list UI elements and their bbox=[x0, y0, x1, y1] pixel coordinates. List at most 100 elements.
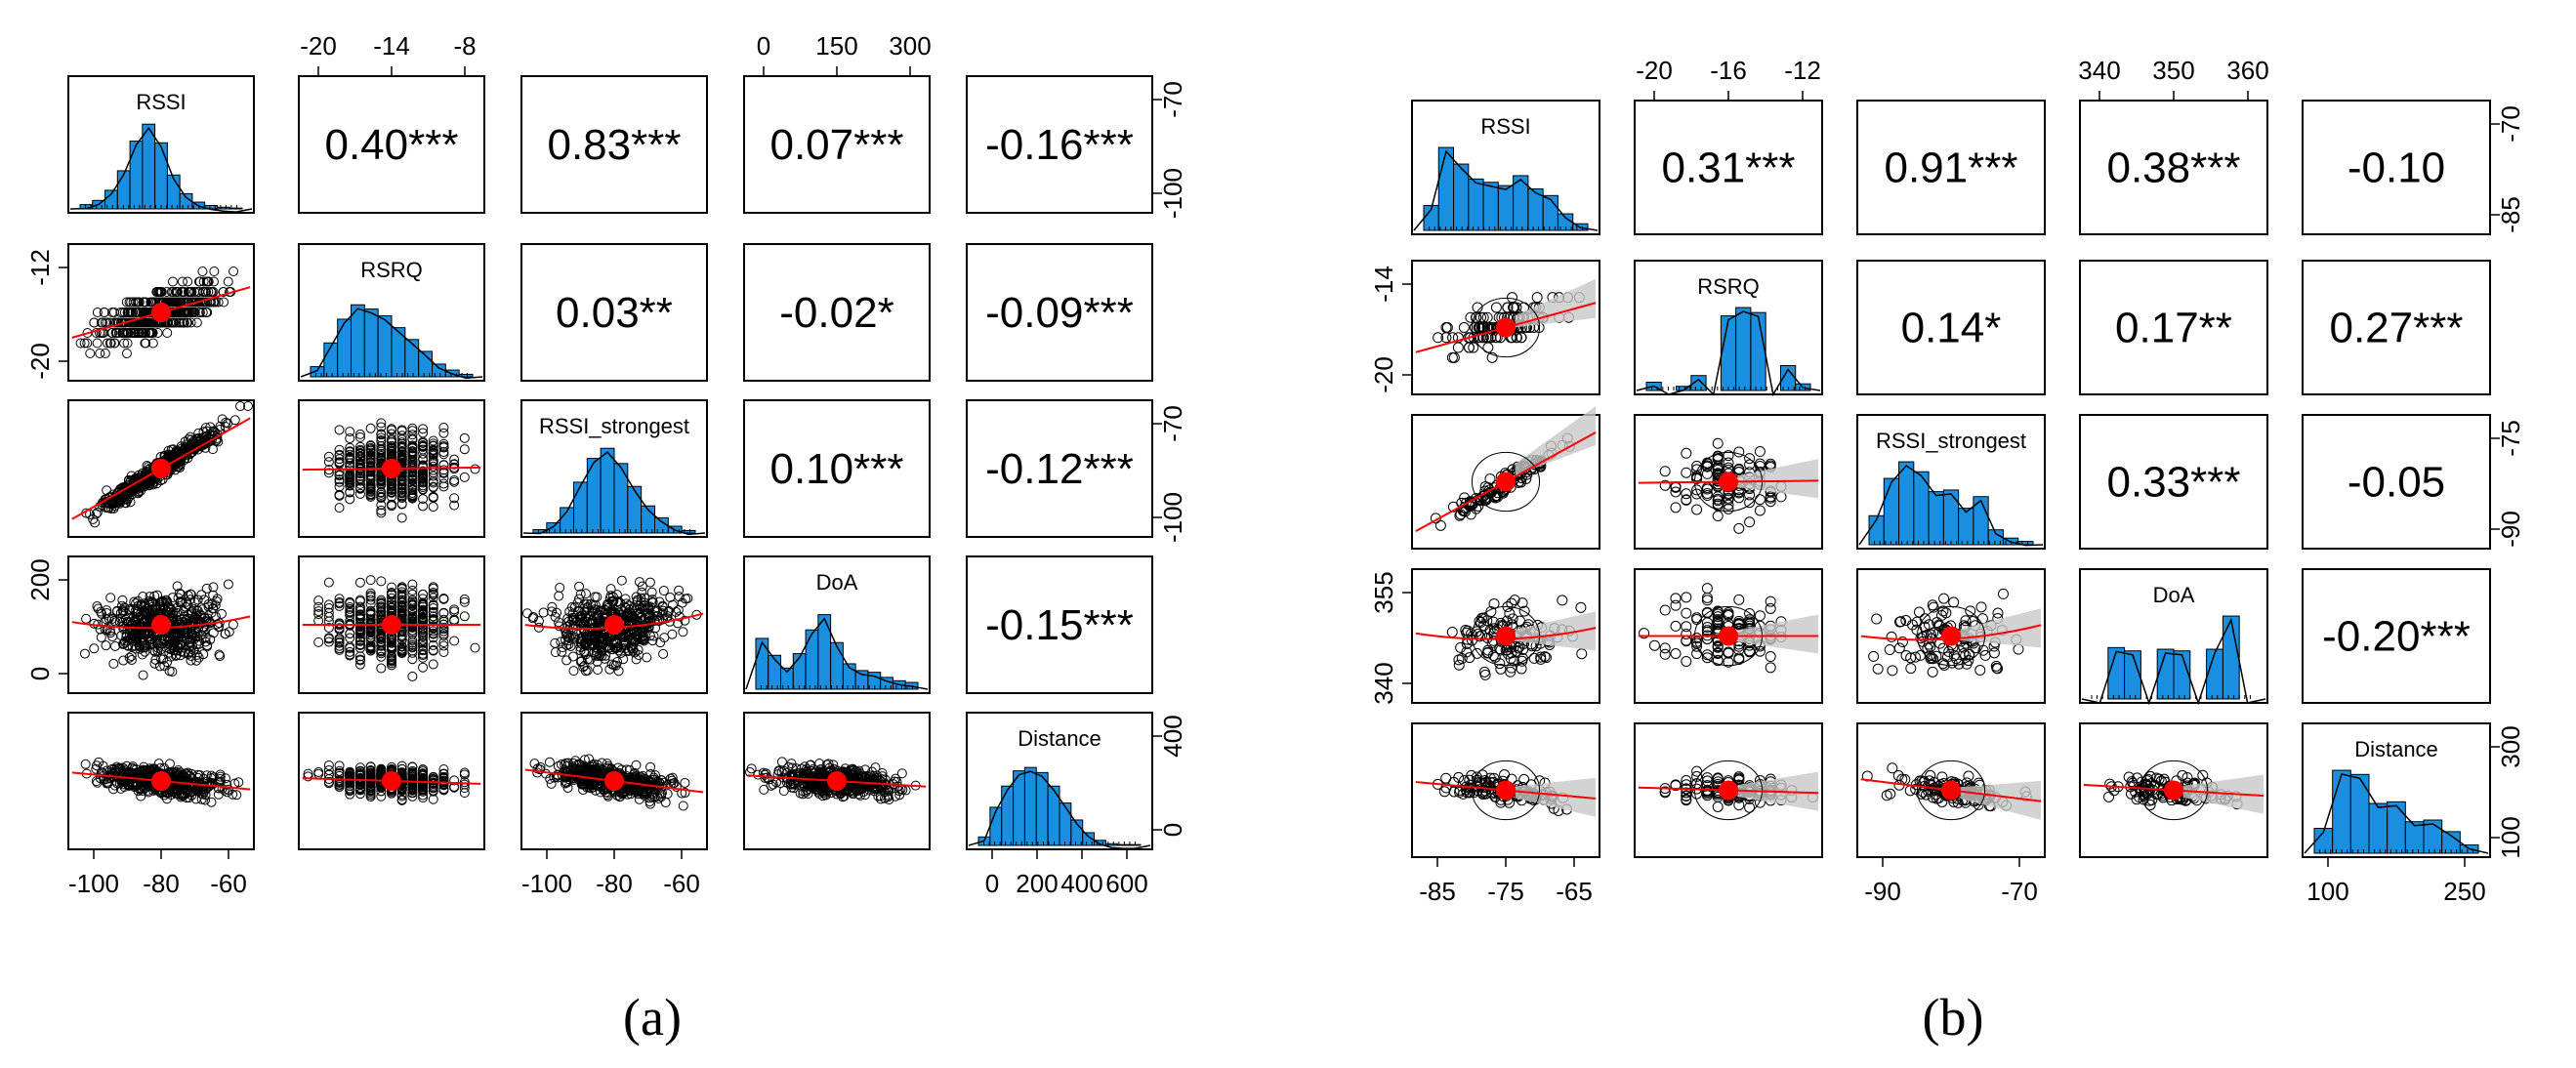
scatter-point bbox=[217, 783, 228, 794]
scatter-point bbox=[365, 591, 376, 601]
scatter-point bbox=[396, 441, 407, 452]
scatter-point bbox=[208, 590, 219, 600]
correlation-coefficient: -0.02* bbox=[779, 289, 893, 337]
scatter-point bbox=[407, 595, 418, 605]
scatter-point bbox=[161, 794, 172, 804]
scatter-point bbox=[220, 421, 230, 431]
scatter-point bbox=[334, 503, 345, 513]
scatter-point bbox=[365, 490, 376, 501]
scatter-point bbox=[428, 445, 438, 456]
scatter-point bbox=[407, 493, 418, 504]
scatter-point bbox=[554, 617, 564, 628]
histogram-bar bbox=[546, 522, 561, 534]
diagonal-panel-doa: DoA bbox=[743, 555, 931, 694]
scatter-point bbox=[576, 638, 587, 649]
scatter-point bbox=[354, 655, 365, 666]
scatter-point bbox=[91, 776, 102, 787]
scatter-point bbox=[229, 267, 239, 276]
scatter-point bbox=[111, 328, 122, 338]
density-curve bbox=[745, 617, 929, 690]
panel-frame bbox=[743, 75, 931, 214]
scatter-point bbox=[124, 603, 135, 614]
scatter-point bbox=[376, 473, 387, 484]
scatter-point bbox=[365, 454, 376, 465]
scatter-point bbox=[396, 595, 407, 605]
scatter-point bbox=[636, 593, 646, 603]
histogram-bar bbox=[404, 339, 420, 378]
scatter-point bbox=[639, 627, 649, 637]
scatter-point bbox=[144, 603, 154, 614]
scatter-point bbox=[387, 655, 396, 666]
scatter-point bbox=[365, 462, 376, 472]
scatter-point bbox=[418, 484, 429, 495]
scatter-point bbox=[176, 589, 187, 599]
scatter-point bbox=[122, 338, 133, 349]
scatter-cloud bbox=[71, 757, 251, 807]
scatter-point bbox=[396, 641, 407, 652]
histogram bbox=[300, 304, 483, 380]
scatter-point bbox=[139, 766, 149, 777]
scatter-point bbox=[618, 654, 629, 665]
scatter-point bbox=[140, 629, 150, 639]
scatter-point bbox=[345, 447, 355, 458]
scatter-point bbox=[178, 287, 188, 297]
scatter-point bbox=[216, 608, 227, 619]
scatter-point bbox=[644, 617, 655, 628]
scatter-point bbox=[418, 475, 429, 486]
scatter-point bbox=[593, 665, 603, 676]
scatter-point bbox=[334, 618, 345, 629]
scatter-point bbox=[213, 783, 224, 794]
scatter-point bbox=[123, 308, 134, 317]
scatter-point bbox=[354, 431, 365, 442]
scatter-point bbox=[396, 437, 407, 448]
scatter-point bbox=[142, 608, 152, 619]
scatter-point bbox=[115, 607, 126, 618]
scatter-point bbox=[633, 644, 644, 655]
scatter-point bbox=[459, 444, 470, 455]
scatter-point bbox=[198, 627, 209, 637]
scatter-point bbox=[171, 649, 182, 660]
scatter-point bbox=[396, 426, 407, 436]
scatter-point bbox=[418, 437, 429, 448]
scatter-point bbox=[572, 597, 583, 608]
scatter-point bbox=[120, 494, 131, 505]
scatter-point bbox=[354, 466, 365, 476]
scatter-point bbox=[407, 671, 418, 681]
scatter-point bbox=[418, 494, 429, 505]
scatter-point bbox=[376, 432, 387, 443]
scatter-point bbox=[133, 596, 144, 606]
scatter-point bbox=[142, 606, 152, 617]
scatter-point bbox=[365, 470, 376, 480]
scatter-point bbox=[108, 658, 119, 669]
scatter-point bbox=[92, 338, 103, 349]
scatter-point bbox=[638, 635, 648, 645]
scatter-point bbox=[215, 651, 226, 662]
scatter-point bbox=[396, 486, 407, 497]
scatter-point bbox=[407, 622, 418, 633]
histogram-bar bbox=[830, 641, 844, 690]
scatter-point bbox=[127, 633, 138, 643]
scatter-point bbox=[323, 634, 334, 644]
histogram bbox=[745, 614, 929, 690]
histogram-bar bbox=[613, 463, 629, 534]
scatter-point bbox=[137, 625, 147, 636]
variable-label: RSSI bbox=[136, 90, 186, 114]
scatter-point bbox=[459, 777, 470, 788]
correlation-coefficient: -0.09*** bbox=[985, 289, 1134, 337]
histogram-bar bbox=[377, 315, 393, 378]
scatter-point bbox=[113, 487, 124, 498]
scatter-point bbox=[652, 610, 663, 621]
scatter-point bbox=[196, 794, 207, 804]
scatter-point bbox=[210, 600, 221, 611]
scatter-point bbox=[612, 656, 623, 667]
scatter-point bbox=[407, 641, 418, 652]
diagonal-panel-rsrq: RSRQ bbox=[298, 243, 485, 382]
scatter-point bbox=[169, 625, 180, 636]
scatter-point bbox=[174, 588, 185, 598]
scatter-point bbox=[387, 582, 396, 593]
scatter-point bbox=[140, 640, 150, 651]
scatter-point bbox=[438, 629, 449, 639]
scatter-point bbox=[608, 596, 619, 606]
histogram-bar bbox=[792, 653, 807, 690]
scatter-point bbox=[365, 474, 376, 485]
